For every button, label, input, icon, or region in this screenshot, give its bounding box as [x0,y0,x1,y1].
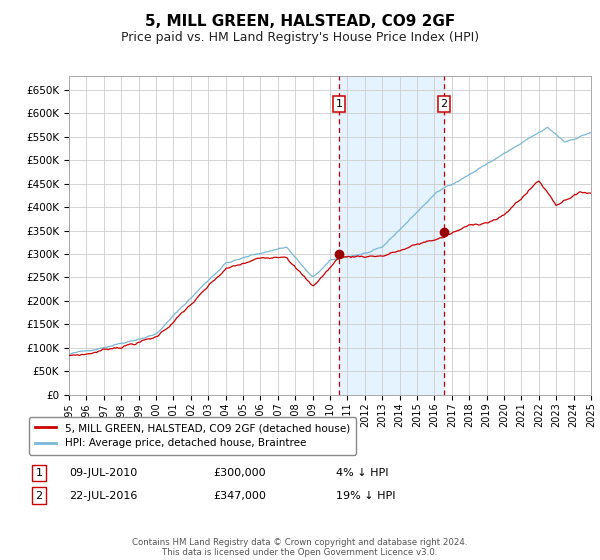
Text: 2: 2 [35,491,43,501]
Text: 09-JUL-2010: 09-JUL-2010 [69,468,137,478]
Text: 2: 2 [440,99,448,109]
Text: £347,000: £347,000 [213,491,266,501]
Text: 1: 1 [335,99,343,109]
Text: Contains HM Land Registry data © Crown copyright and database right 2024.
This d: Contains HM Land Registry data © Crown c… [132,538,468,557]
Text: 1: 1 [35,468,43,478]
Text: 4% ↓ HPI: 4% ↓ HPI [336,468,389,478]
Text: 22-JUL-2016: 22-JUL-2016 [69,491,137,501]
Text: Price paid vs. HM Land Registry's House Price Index (HPI): Price paid vs. HM Land Registry's House … [121,31,479,44]
Legend: 5, MILL GREEN, HALSTEAD, CO9 2GF (detached house), HPI: Average price, detached : 5, MILL GREEN, HALSTEAD, CO9 2GF (detach… [29,417,356,455]
Bar [339,76,444,395]
Text: 5, MILL GREEN, HALSTEAD, CO9 2GF: 5, MILL GREEN, HALSTEAD, CO9 2GF [145,14,455,29]
Text: £300,000: £300,000 [213,468,266,478]
Text: 19% ↓ HPI: 19% ↓ HPI [336,491,395,501]
